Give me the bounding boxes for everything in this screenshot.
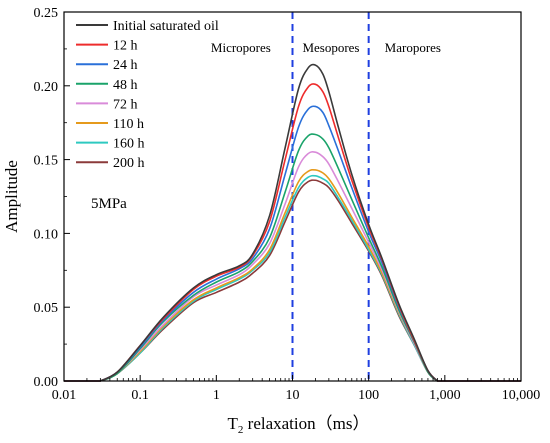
x-tick-label-5: 1,000 [429,388,461,403]
x-tick-label-3: 10 [286,388,300,403]
legend-label-3: 48 h [113,78,138,93]
axis-ticks: 0.01 0.1 1 10 100 1,000 10,000 0.00 0.05 0.10 0.15… [34,6,541,403]
legend-label-0: Initial saturated oil [113,19,219,34]
region-label-0: Micropores [211,40,271,55]
y-tick-label-5: 0.25 [34,6,59,21]
x-tick-label-2: 1 [213,388,220,403]
legend-label-6: 160 h [113,137,145,152]
x-tick-label-0: 0.01 [52,388,77,403]
region-label-1: Mesopores [302,40,359,55]
pressure-annotation: 5MPa [91,196,127,212]
legend-label-1: 12 h [113,39,138,54]
series-line-5 [64,168,521,382]
region-label-2: Maropores [385,40,441,55]
y-tick-label-0: 0.00 [34,375,59,390]
x-axis-label-main: T [228,414,239,433]
x-tick-label-6: 10,000 [502,388,541,403]
legend-label-7: 200 h [113,156,145,171]
x-tick-label-4: 100 [358,388,379,403]
y-tick-label-3: 0.15 [34,154,59,169]
y-tick-label-4: 0.20 [34,80,59,95]
x-axis-label: T2 relaxation（ms） [228,414,370,436]
y-tick-label-2: 0.10 [34,227,59,242]
x-tick-label-1: 0.1 [131,388,149,403]
legend: Initial saturated oil 12 h 24 h 48 h 72 h 110… [76,19,219,171]
x-axis-label-subscript: 2 [238,424,244,436]
series-line-4 [64,151,521,382]
legend-label-4: 72 h [113,97,138,112]
y-axis-label: Amplitude [2,160,21,233]
series-line-3 [64,133,521,382]
region-labels: Micropores Mesopores Maropores [211,40,441,55]
series-line-0 [64,63,521,382]
x-axis-label-rest: relaxation（ms） [243,414,369,433]
series-lines [64,63,521,382]
legend-label-5: 110 h [113,117,144,132]
series-line-2 [64,105,521,382]
y-tick-label-1: 0.05 [34,301,59,316]
legend-label-2: 24 h [113,58,138,73]
